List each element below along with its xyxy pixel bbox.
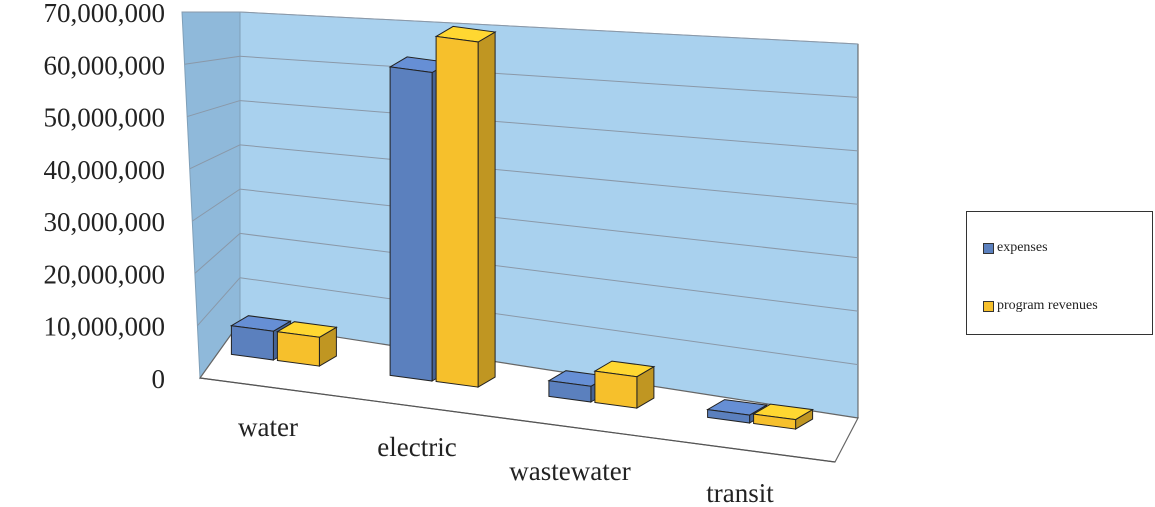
bar-electric-program-revenues (435, 35, 479, 388)
y-tick-label: 30,000,000 (44, 207, 166, 237)
legend-label-program-revenues: program revenues (997, 298, 1098, 313)
gridline-side (192, 188, 241, 222)
y-tick-label: 60,000,000 (44, 50, 166, 80)
x-tick-label-transit: transit (706, 478, 774, 507)
legend-swatch-expenses (983, 242, 994, 254)
x-axis-labels: water electric wastewater transit (238, 412, 774, 507)
gridline-back (239, 277, 859, 366)
gridline-side (194, 233, 241, 274)
y-tick-label: 20,000,000 (44, 259, 166, 289)
legend-item-program-revenues: program revenues (983, 298, 1098, 314)
gridline-side (189, 144, 241, 170)
chart-walls (181, 11, 859, 463)
floor-front-edge (199, 377, 836, 463)
bar-wastewater-expenses (548, 380, 592, 403)
x-tick-label-water: water (238, 412, 298, 442)
gridline-side (186, 100, 241, 118)
legend: expenses program revenues (966, 211, 1153, 335)
bar-water-expenses (230, 325, 274, 361)
gridline-back (239, 11, 859, 45)
legend-item-expenses: expenses (983, 240, 1048, 256)
y-tick-label: 50,000,000 (44, 103, 166, 133)
bar-transit-expenses (707, 409, 751, 424)
y-tick-label: 10,000,000 (44, 312, 166, 342)
legend-label-expenses: expenses (997, 240, 1048, 255)
gridline-back (239, 100, 859, 152)
x-tick-label-electric: electric (377, 432, 456, 462)
bar-wastewater-program-revenues (594, 370, 638, 409)
y-axis-ticks: 0 10,000,000 20,000,000 30,000,000 40,000,00… (44, 0, 166, 394)
gridline-back (239, 232, 859, 312)
gridline-side (184, 55, 241, 65)
gridline-back (239, 144, 859, 205)
y-tick-label: 40,000,000 (44, 155, 166, 185)
gridline-side (197, 277, 241, 327)
bar-transit-program-revenues (753, 413, 797, 430)
gridlines (182, 11, 859, 366)
bar-water-program-revenues (276, 331, 320, 367)
y-tick-label: 70,000,000 (44, 0, 166, 28)
bars (229, 25, 815, 430)
legend-swatch-program-revenues (983, 300, 994, 312)
x-tick-label-wastewater: wastewater (509, 456, 630, 486)
gridline-back (239, 188, 859, 259)
gridline-back (239, 55, 859, 98)
bar-electric-expenses (389, 66, 433, 382)
bar-electric-program-revenues-side (477, 31, 496, 388)
y-tick-label: 0 (152, 364, 166, 394)
